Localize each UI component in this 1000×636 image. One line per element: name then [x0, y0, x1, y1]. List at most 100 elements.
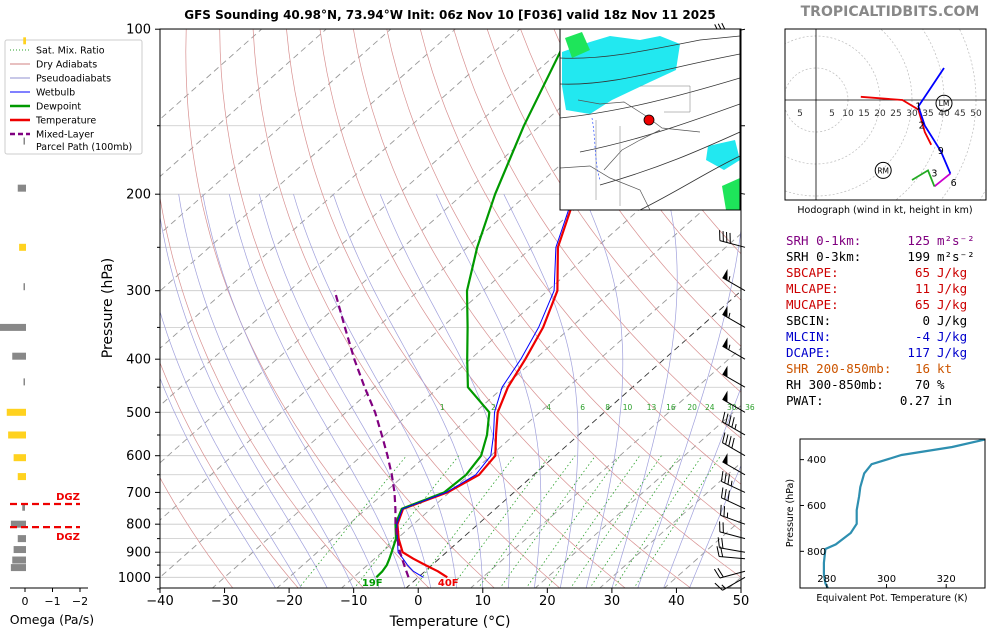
mixing-ratio-labels: 1 2 4 6 8 10 13 16 20 24 30 36: [440, 403, 755, 412]
barb-flag: [722, 453, 728, 465]
header-title: GFS Sounding 40.98°N, 73.94°W Init: 06z …: [184, 8, 716, 22]
index-label: SRH 0-1km:: [786, 233, 861, 248]
x-tick-label: 20: [539, 594, 556, 609]
wind-barb: [720, 487, 746, 510]
omega-x-label: Omega (Pa/s): [10, 612, 94, 627]
mixing-ratio-line: [570, 455, 662, 588]
dry-adiabat: [486, 29, 741, 393]
pseudoadiabat: [582, 194, 624, 588]
index-unit: kt: [937, 361, 952, 376]
isotherm-line: [160, 29, 585, 407]
surface-temp-label: 40F: [438, 578, 459, 589]
dry-adiabat: [553, 29, 741, 301]
wind-barb: [713, 567, 746, 579]
barb-full: [725, 413, 729, 424]
omega-bar: [12, 352, 26, 360]
barb-full: [721, 537, 724, 549]
hodo-ring-label: 10: [842, 109, 854, 119]
mixing-ratio-line: [633, 455, 721, 588]
legend-label: Temperature: [35, 116, 96, 127]
omega-bar: [0, 323, 26, 331]
barb-full: [728, 415, 732, 426]
legend-label: Pseudoadiabats: [36, 74, 111, 85]
index-unit: J/kg: [937, 345, 967, 360]
index-row: SBCIN: 0 J/kg: [786, 313, 967, 328]
index-unit: J/kg: [937, 297, 967, 312]
y-tick-label: 100: [126, 23, 151, 38]
barb-half: [728, 276, 731, 282]
theta-e-y-tick-label: 800: [807, 547, 826, 558]
index-row: RH 300-850mb: 70%: [786, 377, 945, 392]
omega-bar: [8, 431, 26, 439]
hodo-ring-label: 5: [797, 109, 803, 119]
index-value: 65: [915, 297, 930, 312]
legend-label: Dewpoint: [36, 102, 81, 113]
hodograph: 5 5 10 15 20 25 30 35 40 45 50 1 2 3 6 9 LM RM Hodograph (…: [784, 28, 987, 216]
isotherm-line: [405, 290, 741, 588]
hodo-trace: [911, 169, 936, 187]
dry-adiabat: [520, 29, 741, 347]
coastline: [560, 99, 701, 210]
hodo-trace: [917, 67, 952, 174]
theta-e-y-tick-label: 400: [807, 455, 826, 466]
legend-label: Parcel Path (100mb): [36, 142, 132, 153]
barb-full: [727, 474, 730, 485]
index-label: MLCAPE:: [786, 281, 839, 296]
pseudoadiabat: [228, 194, 406, 588]
index-value: 199: [907, 249, 930, 264]
y-tick-label: 500: [126, 406, 151, 421]
dgz-label: DGZ: [56, 492, 80, 503]
index-row: DCAPE: 117 J/kg: [786, 345, 967, 360]
index-label: SBCAPE:: [786, 265, 839, 280]
legend-label: Sat. Mix. Ratio: [36, 46, 105, 57]
mixing-ratio-label: 4: [546, 403, 551, 412]
barb-staff: [722, 421, 746, 436]
theta-e-x-tick-label: 300: [877, 574, 896, 585]
y-tick-label: 300: [126, 284, 151, 299]
isotherm-line: [276, 175, 741, 588]
storm-motion-label: LM: [939, 99, 950, 108]
omega-bar: [23, 283, 25, 291]
hodo-height-label: 1: [915, 101, 921, 112]
wind-barb: [722, 269, 746, 292]
index-label: SHR 200-850mb:: [786, 361, 891, 376]
omega-bar: [17, 535, 26, 543]
index-unit: %: [937, 377, 945, 392]
index-value: 16: [915, 361, 930, 376]
omega-bar: [10, 564, 26, 572]
index-row: MLCIN: -4 J/kg: [786, 329, 967, 344]
barb-full: [724, 488, 727, 500]
barb-half: [734, 423, 737, 430]
storm-motion-marker: [935, 94, 953, 112]
wind-barb: [722, 337, 746, 360]
index-value: 0.27: [900, 393, 930, 408]
profile-wetbulb: [396, 29, 667, 578]
pseudoadiabat: [503, 194, 579, 588]
pseudoadiabat: [178, 194, 354, 588]
inset-map: [559, 28, 741, 211]
dry-adiabat: [252, 29, 561, 588]
mixing-ratio-line: [589, 455, 680, 588]
hodo-ring-label: 15: [858, 109, 869, 119]
index-value: 65: [915, 265, 930, 280]
barb-flag: [722, 269, 728, 281]
hodo-height-label: 3: [931, 169, 937, 180]
index-label: RH 300-850mb:: [786, 377, 884, 392]
index-value: 125: [907, 233, 930, 248]
mixing-ratio-label: 8: [605, 403, 610, 412]
barb-full: [721, 432, 726, 443]
dry-adiabat: [353, 29, 741, 578]
barb-staff: [719, 547, 746, 553]
isotherm-line: [160, 29, 327, 178]
map-frame: [559, 28, 741, 211]
barb-flag: [722, 390, 728, 403]
barb-staff: [719, 531, 746, 540]
mixing-ratio-label: 24: [705, 403, 715, 412]
theta-e-y-tick-label: 600: [807, 501, 826, 512]
x-tick-label: 50: [733, 594, 750, 609]
hodo-ring-label: 35: [922, 109, 933, 119]
index-unit: m²s⁻²: [937, 249, 975, 264]
state-borders: [595, 85, 691, 206]
mixing-ratio-label: 2: [491, 403, 496, 412]
